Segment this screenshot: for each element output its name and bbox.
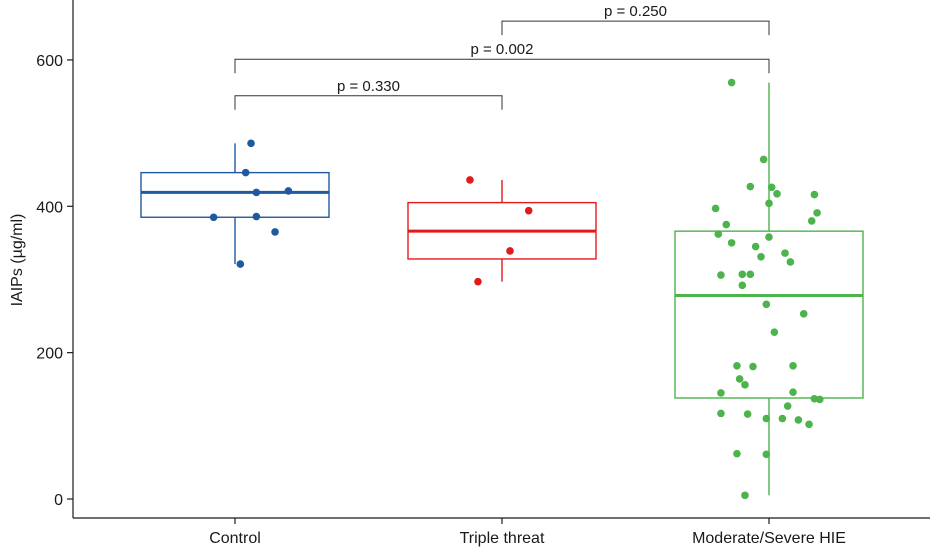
data-point [717, 389, 725, 397]
data-point [284, 187, 293, 195]
data-point [741, 491, 749, 500]
data-point [770, 328, 779, 336]
data-point [714, 230, 723, 238]
data-point [722, 220, 731, 229]
data-point [474, 277, 482, 286]
iqr-box [674, 230, 864, 399]
bracket-line [501, 20, 770, 36]
data-point [741, 381, 749, 389]
data-point [241, 168, 250, 177]
data-point [247, 139, 255, 148]
data-point [789, 388, 797, 396]
data-point [762, 300, 771, 309]
data-point [733, 449, 741, 458]
y-tick-label: 400 [36, 199, 63, 216]
significance-bracket: p = 0.002 [234, 41, 770, 74]
data-point [209, 213, 218, 222]
data-point [252, 188, 261, 197]
iqr-box [140, 171, 330, 218]
x-tick-label: Control [209, 530, 261, 547]
data-point [746, 182, 755, 191]
data-point [807, 217, 816, 225]
data-point [786, 258, 795, 266]
data-point [252, 212, 261, 221]
data-point [749, 362, 757, 371]
plot-area: p = 0.250 p = 0.002 p = 0.330 [140, 3, 864, 500]
data-point [711, 204, 720, 213]
data-point [746, 270, 755, 279]
data-point [765, 233, 773, 241]
data-point [765, 199, 773, 208]
data-point [738, 270, 747, 279]
y-tick-label: 0 [54, 492, 63, 509]
data-point [757, 252, 765, 261]
box-group [407, 176, 597, 286]
data-point [733, 362, 741, 370]
data-point [815, 395, 824, 404]
data-point [762, 450, 771, 459]
p-value-label: p = 0.250 [604, 3, 667, 20]
p-value-label: p = 0.002 [471, 41, 534, 58]
data-point [751, 242, 760, 251]
data-point [506, 247, 514, 255]
axes: IAIPs (µg/ml) 0 200 400 600 Control Triple th… [9, 0, 930, 547]
data-point [735, 375, 744, 383]
data-point [717, 271, 725, 279]
y-tick-label: 600 [36, 53, 63, 70]
bracket-line [234, 95, 503, 110]
x-tick-label: Moderate/Severe HIE [692, 530, 846, 547]
data-point [783, 402, 792, 410]
data-point [759, 155, 768, 164]
significance-bracket: p = 0.330 [234, 78, 503, 110]
p-value-label: p = 0.330 [337, 78, 400, 95]
data-point [727, 239, 736, 247]
data-point [767, 183, 776, 192]
data-point [762, 414, 771, 423]
y-axis-title: IAIPs (µg/ml) [9, 214, 26, 307]
data-point [466, 176, 474, 184]
box-group [674, 78, 864, 500]
x-tick-label: Triple threat [460, 530, 545, 547]
data-point [805, 420, 813, 429]
data-point [789, 362, 797, 370]
box-group [140, 139, 330, 268]
data-point [524, 206, 533, 215]
data-point [778, 414, 787, 423]
y-tick-label: 200 [36, 346, 63, 363]
data-point [799, 310, 808, 318]
data-point [743, 410, 752, 418]
data-point [810, 190, 819, 199]
data-point [738, 281, 747, 290]
data-point [717, 409, 725, 418]
significance-bracket: p = 0.250 [501, 3, 770, 36]
data-point [773, 190, 781, 198]
data-point [794, 416, 803, 424]
bracket-line [234, 58, 770, 74]
data-point [813, 209, 821, 217]
data-point [236, 260, 245, 268]
data-point [271, 228, 279, 236]
data-point [727, 78, 736, 87]
data-point [781, 249, 789, 257]
